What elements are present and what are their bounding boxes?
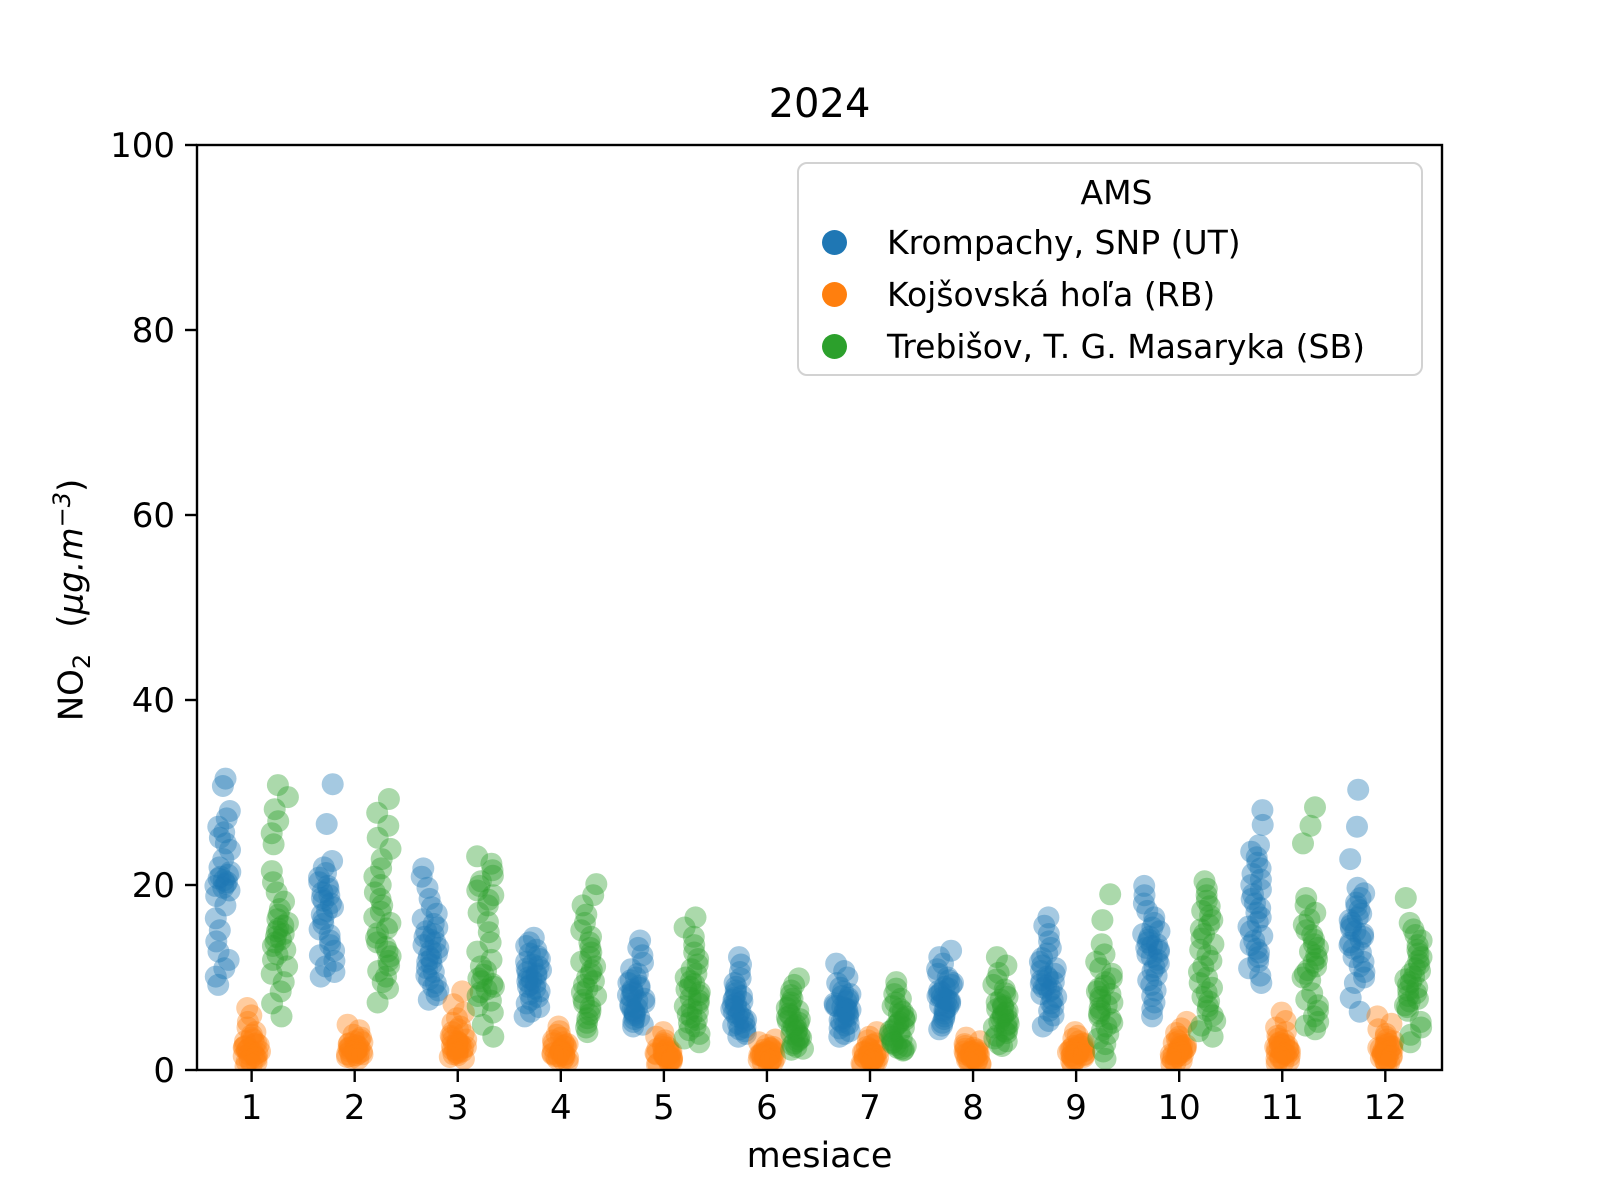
x-tick-label: 4	[550, 1088, 572, 1128]
x-tick-label: 11	[1261, 1088, 1304, 1128]
legend-entry-0: Krompachy, SNP (UT)	[822, 216, 1411, 268]
x-tick-label: 9	[1065, 1088, 1087, 1128]
x-tick-label: 12	[1364, 1088, 1407, 1128]
y-label-close-paren: )	[51, 478, 92, 492]
axes-spines	[195, 143, 1444, 1072]
legend-title: AMS	[1080, 173, 1153, 212]
x-tick-label: 3	[447, 1088, 469, 1128]
legend-rows: Krompachy, SNP (UT) Kojšovská hoľa (RB) Tr…	[822, 216, 1411, 372]
chart-title: 2024	[768, 81, 871, 127]
y-axis-ticks: 0 20 40 60 80 100	[110, 126, 197, 1091]
y-tick-label: 40	[132, 681, 175, 721]
legend-marker-icon	[822, 333, 847, 359]
x-tick-label: 8	[962, 1088, 984, 1128]
y-tick-label: 80	[132, 311, 175, 351]
y-label-base: NO	[51, 669, 92, 722]
series-0	[204, 767, 1376, 1048]
x-tick-label: 6	[756, 1088, 778, 1128]
legend-entry-1: Kojšovská hoľa (RB)	[822, 268, 1411, 320]
y-tick-label: 0	[153, 1051, 175, 1091]
legend-label: Kojšovská hoľa (RB)	[887, 274, 1216, 314]
x-axis-ticks: 1 2 3 4 5 6 7 8 9 10 11 12	[241, 1070, 1407, 1128]
x-tick-label: 2	[344, 1088, 366, 1128]
y-label-unit: μg.m	[51, 527, 92, 615]
y-tick-label: 60	[132, 496, 175, 536]
legend-entry-2: Trebišov, T. G. Masaryka (SB)	[822, 320, 1411, 372]
x-tick-label: 10	[1158, 1088, 1201, 1128]
x-tick-label: 1	[241, 1088, 263, 1128]
y-tick-label: 20	[132, 866, 175, 906]
x-axis-label: mesiace	[746, 1136, 893, 1176]
legend-marker-icon	[822, 229, 847, 255]
legend-label: Krompachy, SNP (UT)	[887, 222, 1241, 262]
legend-marker-icon	[822, 281, 847, 307]
y-label-sub: 2	[68, 653, 97, 670]
series-1	[232, 980, 1405, 1070]
y-tick-label: 100	[110, 126, 175, 166]
y-label-exponent: −3	[47, 491, 76, 528]
legend-label: Trebišov, T. G. Masaryka (SB)	[887, 326, 1366, 366]
y-label-open-paren: (	[51, 614, 92, 628]
scatter-points	[204, 767, 1433, 1070]
series-2	[260, 774, 1433, 1070]
x-tick-label: 7	[859, 1088, 881, 1128]
legend: AMS Krompachy, SNP (UT) Kojšovská hoľa (R…	[797, 162, 1423, 376]
y-axis-label: NO2 (μg.m−3)	[48, 479, 96, 722]
x-tick-label: 5	[653, 1088, 675, 1128]
